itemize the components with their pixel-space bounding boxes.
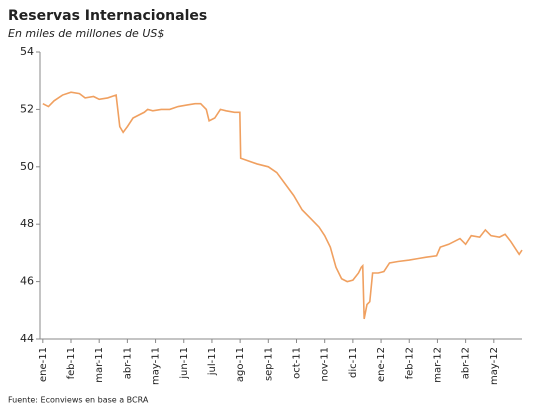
x-tick-label: abr-12	[461, 347, 472, 379]
x-tick-label: may-11	[151, 347, 162, 385]
x-tick-label: ago-11	[235, 347, 246, 382]
x-tick-label: dic-11	[348, 347, 359, 378]
y-tick-label: 46	[20, 275, 34, 288]
y-tick-label: 52	[20, 102, 34, 115]
x-tick-label: feb-11	[66, 347, 77, 379]
x-tick-label: nov-11	[320, 347, 331, 381]
x-tick-label: ene-12	[376, 347, 387, 382]
x-tick-label: oct-11	[292, 347, 303, 379]
x-tick-label: may-12	[489, 347, 500, 385]
x-tick-label: jun-11	[179, 347, 190, 380]
y-tick-label: 48	[20, 217, 34, 230]
chart-subtitle: En miles de millones de US$	[8, 27, 164, 40]
source-note: Fuente: Econviews en base a BCRA	[8, 396, 149, 405]
chart-title: Reservas Internacionales	[8, 8, 207, 24]
y-tick-label: 50	[20, 160, 34, 173]
x-tick-label: ene-11	[38, 347, 49, 382]
y-tick-label: 44	[20, 332, 34, 345]
x-tick-label: sep-11	[263, 347, 274, 381]
x-tick-label: abr-11	[122, 347, 133, 379]
x-tick-label: mar-12	[432, 347, 443, 383]
data-line	[42, 91, 523, 320]
x-tick-label: mar-11	[94, 347, 105, 383]
y-tick-label: 54	[20, 45, 34, 58]
x-tick-label: jul-11	[207, 347, 218, 376]
x-tick-label: feb-12	[404, 347, 415, 379]
